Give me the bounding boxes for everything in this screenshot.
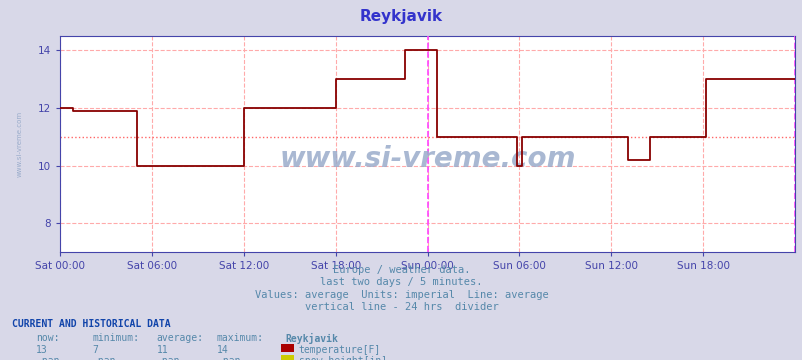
Text: www.si-vreme.com: www.si-vreme.com bbox=[279, 145, 575, 173]
Text: vertical line - 24 hrs  divider: vertical line - 24 hrs divider bbox=[304, 302, 498, 312]
Text: 13: 13 bbox=[36, 345, 48, 355]
Text: CURRENT AND HISTORICAL DATA: CURRENT AND HISTORICAL DATA bbox=[12, 319, 171, 329]
Text: -nan: -nan bbox=[92, 356, 115, 360]
Text: -nan: -nan bbox=[156, 356, 180, 360]
Text: Reykjavik: Reykjavik bbox=[359, 9, 443, 24]
Text: snow height[in]: snow height[in] bbox=[298, 356, 387, 360]
Text: 7: 7 bbox=[92, 345, 98, 355]
Text: temperature[F]: temperature[F] bbox=[298, 345, 380, 355]
Text: www.si-vreme.com: www.si-vreme.com bbox=[17, 111, 22, 177]
Text: average:: average: bbox=[156, 333, 204, 343]
Text: Reykjavik: Reykjavik bbox=[285, 333, 338, 344]
Text: Values: average  Units: imperial  Line: average: Values: average Units: imperial Line: av… bbox=[254, 290, 548, 300]
Text: -nan: -nan bbox=[217, 356, 240, 360]
Text: maximum:: maximum: bbox=[217, 333, 264, 343]
Text: minimum:: minimum: bbox=[92, 333, 140, 343]
Text: -nan: -nan bbox=[36, 356, 59, 360]
Text: 11: 11 bbox=[156, 345, 168, 355]
Text: 14: 14 bbox=[217, 345, 229, 355]
Text: Europe / weather data.: Europe / weather data. bbox=[332, 265, 470, 275]
Text: now:: now: bbox=[36, 333, 59, 343]
Text: last two days / 5 minutes.: last two days / 5 minutes. bbox=[320, 277, 482, 287]
